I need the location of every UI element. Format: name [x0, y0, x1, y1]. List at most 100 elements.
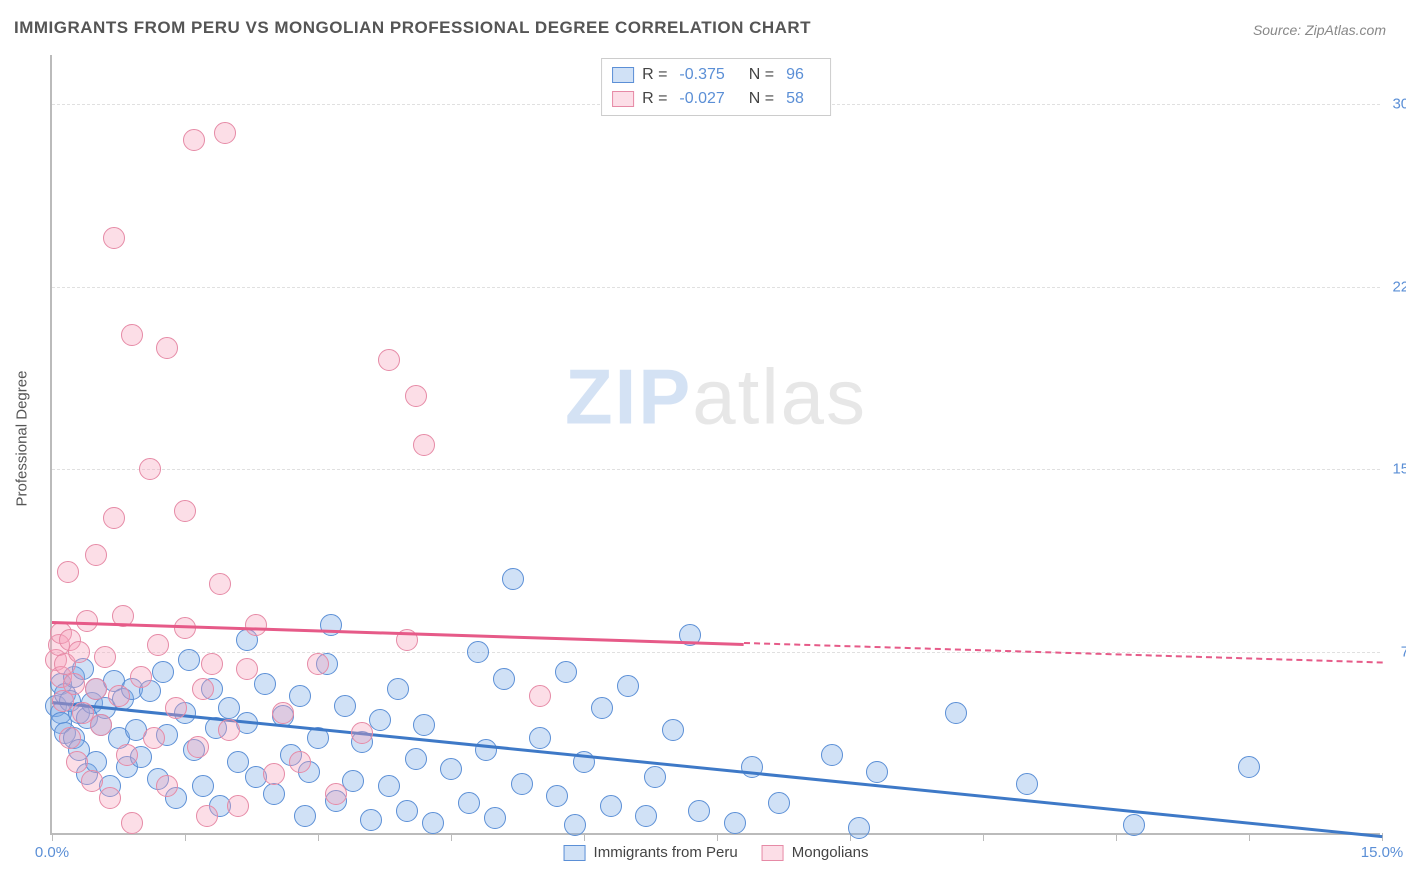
scatter-point-mongolia: [57, 561, 79, 583]
scatter-point-mongolia: [214, 122, 236, 144]
scatter-point-mongolia: [81, 770, 103, 792]
scatter-point-mongolia: [143, 727, 165, 749]
scatter-point-peru: [1016, 773, 1038, 795]
legend-swatch: [762, 845, 784, 861]
scatter-point-peru: [688, 800, 710, 822]
y-tick-label: 15.0%: [1385, 461, 1406, 478]
scatter-point-mongolia: [147, 634, 169, 656]
x-tick: [1249, 833, 1250, 841]
scatter-point-mongolia: [245, 614, 267, 636]
scatter-point-mongolia: [209, 573, 231, 595]
scatter-point-mongolia: [156, 775, 178, 797]
x-tick: [451, 833, 452, 841]
watermark: ZIPatlas: [565, 352, 867, 443]
gridline: [52, 287, 1380, 288]
x-tick: [1116, 833, 1117, 841]
scatter-point-mongolia: [351, 722, 373, 744]
scatter-point-peru: [458, 792, 480, 814]
scatter-point-mongolia: [90, 714, 112, 736]
scatter-point-mongolia: [108, 685, 130, 707]
scatter-point-peru: [600, 795, 622, 817]
scatter-point-peru: [529, 727, 551, 749]
scatter-point-mongolia: [85, 678, 107, 700]
scatter-point-mongolia: [165, 697, 187, 719]
y-tick-label: 22.5%: [1385, 278, 1406, 295]
r-label: R =: [642, 87, 667, 111]
scatter-point-mongolia: [139, 458, 161, 480]
scatter-point-mongolia: [413, 434, 435, 456]
scatter-point-peru: [405, 748, 427, 770]
y-tick-label: 30.0%: [1385, 95, 1406, 112]
scatter-point-mongolia: [192, 678, 214, 700]
scatter-point-peru: [294, 805, 316, 827]
scatter-point-peru: [263, 783, 285, 805]
r-value: -0.375: [679, 63, 724, 87]
scatter-point-mongolia: [325, 783, 347, 805]
scatter-point-peru: [848, 817, 870, 839]
scatter-point-mongolia: [218, 719, 240, 741]
source-attribution: Source: ZipAtlas.com: [1253, 22, 1386, 38]
scatter-point-mongolia: [103, 227, 125, 249]
scatter-point-peru: [396, 800, 418, 822]
legend-swatch: [564, 845, 586, 861]
scatter-point-mongolia: [307, 653, 329, 675]
gridline: [52, 469, 1380, 470]
scatter-point-mongolia: [156, 337, 178, 359]
scatter-point-mongolia: [103, 507, 125, 529]
scatter-point-mongolia: [183, 129, 205, 151]
scatter-point-mongolia: [263, 763, 285, 785]
scatter-point-mongolia: [66, 751, 88, 773]
scatter-plot: ZIPatlas R =-0.375N =96R =-0.027N =58 Im…: [50, 55, 1380, 835]
legend-swatch: [612, 91, 634, 107]
y-tick-label: 7.5%: [1385, 644, 1406, 661]
scatter-point-mongolia: [378, 349, 400, 371]
scatter-point-peru: [617, 675, 639, 697]
scatter-point-peru: [484, 807, 506, 829]
scatter-point-peru: [591, 697, 613, 719]
x-tick: [318, 833, 319, 841]
scatter-point-mongolia: [174, 500, 196, 522]
scatter-point-peru: [866, 761, 888, 783]
legend-item-mongolia: Mongolians: [762, 844, 869, 861]
legend-series: Immigrants from Peru Mongolians: [564, 844, 869, 861]
x-tick: [584, 833, 585, 841]
legend-item-peru: Immigrants from Peru: [564, 844, 738, 861]
scatter-point-peru: [546, 785, 568, 807]
n-label: N =: [749, 87, 774, 111]
scatter-point-mongolia: [227, 795, 249, 817]
legend-label: Mongolians: [792, 844, 869, 861]
scatter-point-mongolia: [68, 641, 90, 663]
x-tick-label: 0.0%: [35, 844, 69, 861]
scatter-point-peru: [289, 685, 311, 707]
scatter-point-peru: [467, 641, 489, 663]
x-tick: [983, 833, 984, 841]
r-value: -0.027: [679, 87, 724, 111]
n-value: 58: [786, 87, 804, 111]
legend-stat-row-mongolia: R = -0.027 N = 58: [612, 87, 820, 111]
y-axis-title: Professional Degree: [14, 371, 31, 507]
scatter-point-peru: [564, 814, 586, 836]
n-label: N =: [749, 63, 774, 87]
scatter-point-peru: [511, 773, 533, 795]
x-tick: [185, 833, 186, 841]
source-label: Source:: [1253, 22, 1301, 38]
scatter-point-peru: [821, 744, 843, 766]
x-tick-label: 15.0%: [1361, 844, 1404, 861]
scatter-point-mongolia: [529, 685, 551, 707]
scatter-point-peru: [1238, 756, 1260, 778]
scatter-point-peru: [360, 809, 382, 831]
scatter-point-peru: [387, 678, 409, 700]
legend-label: Immigrants from Peru: [594, 844, 738, 861]
scatter-point-peru: [945, 702, 967, 724]
x-tick: [717, 833, 718, 841]
scatter-point-peru: [378, 775, 400, 797]
scatter-point-peru: [475, 739, 497, 761]
scatter-point-mongolia: [130, 666, 152, 688]
scatter-point-peru: [178, 649, 200, 671]
scatter-point-mongolia: [272, 702, 294, 724]
scatter-point-peru: [192, 775, 214, 797]
scatter-point-peru: [644, 766, 666, 788]
scatter-point-peru: [413, 714, 435, 736]
scatter-point-mongolia: [99, 787, 121, 809]
legend-stat-row-peru: R =-0.375N =96: [612, 63, 820, 87]
